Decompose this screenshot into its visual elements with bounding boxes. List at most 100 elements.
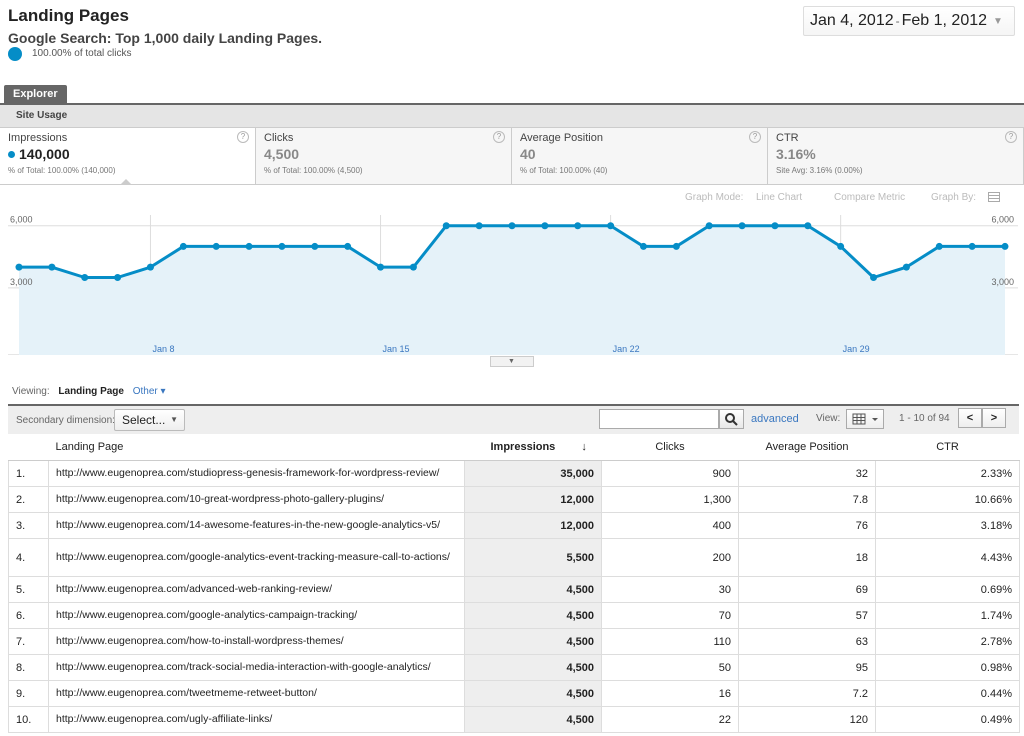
- data-point[interactable]: [541, 222, 549, 230]
- landing-page-link[interactable]: http://www.eugenoprea.com/google-analyti…: [48, 538, 465, 577]
- cell-ctr: 0.44%: [875, 680, 1020, 707]
- date-range-picker[interactable]: Jan 4, 2012 - Feb 1, 2012 ▼: [803, 6, 1015, 36]
- data-point[interactable]: [311, 242, 319, 250]
- col-average-position[interactable]: Average Position: [738, 434, 876, 461]
- data-point[interactable]: [344, 242, 352, 250]
- help-icon[interactable]: ?: [749, 131, 761, 143]
- data-point[interactable]: [607, 222, 615, 230]
- cell-ctr: 1.74%: [875, 602, 1020, 629]
- landing-page-link[interactable]: http://www.eugenoprea.com/advanced-web-r…: [48, 576, 465, 603]
- viewing-current-dimension[interactable]: Landing Page: [58, 386, 124, 397]
- landing-page-link[interactable]: http://www.eugenoprea.com/ugly-affiliate…: [48, 706, 465, 733]
- cell-clicks: 900: [601, 460, 739, 487]
- metric-ctr[interactable]: CTR 3.16% Site Avg: 3.16% (0.00%) ?: [768, 128, 1024, 184]
- landing-page-link[interactable]: http://www.eugenoprea.com/tweetmeme-retw…: [48, 680, 465, 707]
- cell-average-position: 7.2: [738, 680, 876, 707]
- cell-average-position: 76: [738, 512, 876, 539]
- cell-ctr: 10.66%: [875, 486, 1020, 513]
- subtab-site-usage[interactable]: Site Usage: [16, 110, 68, 121]
- graph-by-icon[interactable]: [988, 192, 1000, 202]
- data-point[interactable]: [870, 274, 878, 281]
- graph-mode-line-chart[interactable]: Line Chart: [756, 192, 803, 203]
- row-index: 9.: [8, 680, 49, 707]
- cell-impressions: 12,000: [464, 512, 602, 539]
- chart-resize-handle[interactable]: ▼: [490, 356, 534, 367]
- metric-impressions[interactable]: Impressions 140,000 % of Total: 100.00% …: [0, 128, 256, 184]
- active-metric-caret: [120, 179, 132, 185]
- help-icon[interactable]: ?: [237, 131, 249, 143]
- metric-clicks[interactable]: Clicks 4,500 % of Total: 100.00% (4,500)…: [256, 128, 512, 184]
- col-clicks[interactable]: Clicks: [601, 434, 739, 461]
- data-point[interactable]: [48, 263, 56, 271]
- table-row: 6. http://www.eugenoprea.com/google-analy…: [8, 602, 1020, 629]
- data-point[interactable]: [804, 222, 812, 230]
- data-point[interactable]: [442, 222, 450, 230]
- data-point[interactable]: [705, 222, 713, 230]
- landing-page-link[interactable]: http://www.eugenoprea.com/track-social-m…: [48, 654, 465, 681]
- data-point[interactable]: [212, 242, 220, 250]
- view-mode-select[interactable]: [846, 409, 884, 429]
- date-end: Feb 1, 2012: [901, 12, 988, 29]
- landing-page-link[interactable]: http://www.eugenoprea.com/google-analyti…: [48, 602, 465, 629]
- data-point[interactable]: [81, 274, 89, 281]
- viewing-bar: Viewing: Landing Page Other ▾: [12, 386, 166, 397]
- tab-explorer[interactable]: Explorer: [4, 85, 67, 104]
- metric-average-position[interactable]: Average Position 40 % of Total: 100.00% …: [512, 128, 768, 184]
- table-row: 4. http://www.eugenoprea.com/google-analy…: [8, 538, 1020, 577]
- cell-ctr: 3.18%: [875, 512, 1020, 539]
- search-button[interactable]: [719, 409, 744, 429]
- viewing-other-dropdown[interactable]: Other ▾: [132, 386, 166, 397]
- advanced-filter-link[interactable]: advanced: [751, 413, 799, 425]
- cell-average-position: 95: [738, 654, 876, 681]
- y-tick-label: 6,000: [10, 215, 33, 225]
- data-point[interactable]: [968, 242, 976, 250]
- col-impressions[interactable]: Impressions ↓: [464, 434, 602, 461]
- data-point[interactable]: [475, 222, 483, 230]
- table-row: 1. http://www.eugenoprea.com/studiopress-…: [8, 460, 1020, 487]
- next-page-button[interactable]: >: [982, 408, 1006, 428]
- data-point[interactable]: [245, 242, 253, 250]
- data-point[interactable]: [837, 242, 845, 250]
- data-point[interactable]: [771, 222, 779, 230]
- sort-arrow-icon: ↓: [581, 441, 587, 453]
- metric-name: Impressions: [8, 132, 68, 144]
- cell-average-position: 120: [738, 706, 876, 733]
- table-search-input[interactable]: [599, 409, 719, 429]
- data-point[interactable]: [377, 263, 385, 271]
- x-tick-label: Jan 8: [152, 344, 174, 354]
- data-point[interactable]: [409, 263, 417, 271]
- cell-impressions: 4,500: [464, 706, 602, 733]
- data-point[interactable]: [146, 263, 154, 271]
- data-point[interactable]: [574, 222, 582, 230]
- data-point[interactable]: [639, 242, 647, 250]
- cell-ctr: 0.98%: [875, 654, 1020, 681]
- data-point[interactable]: [902, 263, 910, 271]
- secondary-dimension-select[interactable]: Select... ▼: [114, 409, 185, 431]
- search-icon: [725, 413, 738, 426]
- cell-ctr: 0.49%: [875, 706, 1020, 733]
- data-point[interactable]: [114, 274, 122, 281]
- col-landing-page[interactable]: Landing Page: [48, 434, 465, 461]
- landing-page-link[interactable]: http://www.eugenoprea.com/studiopress-ge…: [48, 460, 465, 487]
- row-index: 8.: [8, 654, 49, 681]
- landing-page-link[interactable]: http://www.eugenoprea.com/10-great-wordp…: [48, 486, 465, 513]
- cell-clicks: 200: [601, 538, 739, 577]
- col-ctr[interactable]: CTR: [875, 434, 1020, 461]
- help-icon[interactable]: ?: [493, 131, 505, 143]
- compare-metric[interactable]: Compare Metric: [834, 192, 906, 203]
- series-dot-icon: [8, 151, 15, 158]
- landing-page-link[interactable]: http://www.eugenoprea.com/14-awesome-fea…: [48, 512, 465, 539]
- cell-impressions: 12,000: [464, 486, 602, 513]
- data-point[interactable]: [179, 242, 187, 250]
- date-start: Jan 4, 2012: [810, 12, 894, 29]
- data-point[interactable]: [672, 242, 680, 250]
- data-point[interactable]: [935, 242, 943, 250]
- help-icon[interactable]: ?: [1005, 131, 1017, 143]
- data-point[interactable]: [15, 263, 23, 271]
- prev-page-button[interactable]: <: [958, 408, 982, 428]
- data-point[interactable]: [1001, 242, 1009, 250]
- landing-page-link[interactable]: http://www.eugenoprea.com/how-to-install…: [48, 628, 465, 655]
- data-point[interactable]: [508, 222, 516, 230]
- data-point[interactable]: [278, 242, 286, 250]
- data-point[interactable]: [738, 222, 746, 230]
